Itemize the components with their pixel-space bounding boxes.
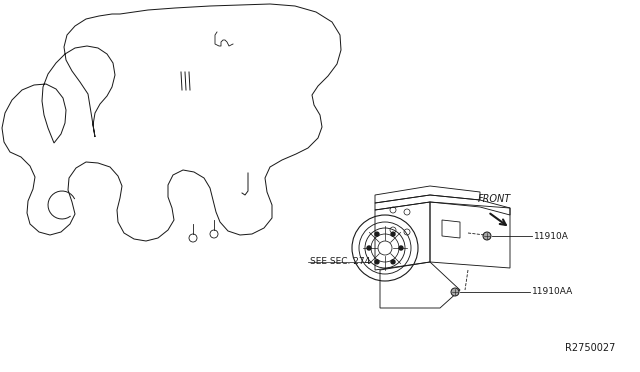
Circle shape (375, 260, 379, 264)
Circle shape (391, 260, 395, 264)
Text: R2750027: R2750027 (564, 343, 615, 353)
Circle shape (367, 246, 371, 250)
Circle shape (375, 232, 379, 236)
Circle shape (451, 288, 459, 296)
Circle shape (399, 246, 403, 250)
Text: 11910A: 11910A (534, 231, 569, 241)
Text: 11910AA: 11910AA (532, 288, 573, 296)
Circle shape (391, 232, 395, 236)
Circle shape (483, 232, 491, 240)
Text: SEE SEC. 274: SEE SEC. 274 (310, 257, 371, 266)
Text: FRONT: FRONT (478, 194, 511, 204)
